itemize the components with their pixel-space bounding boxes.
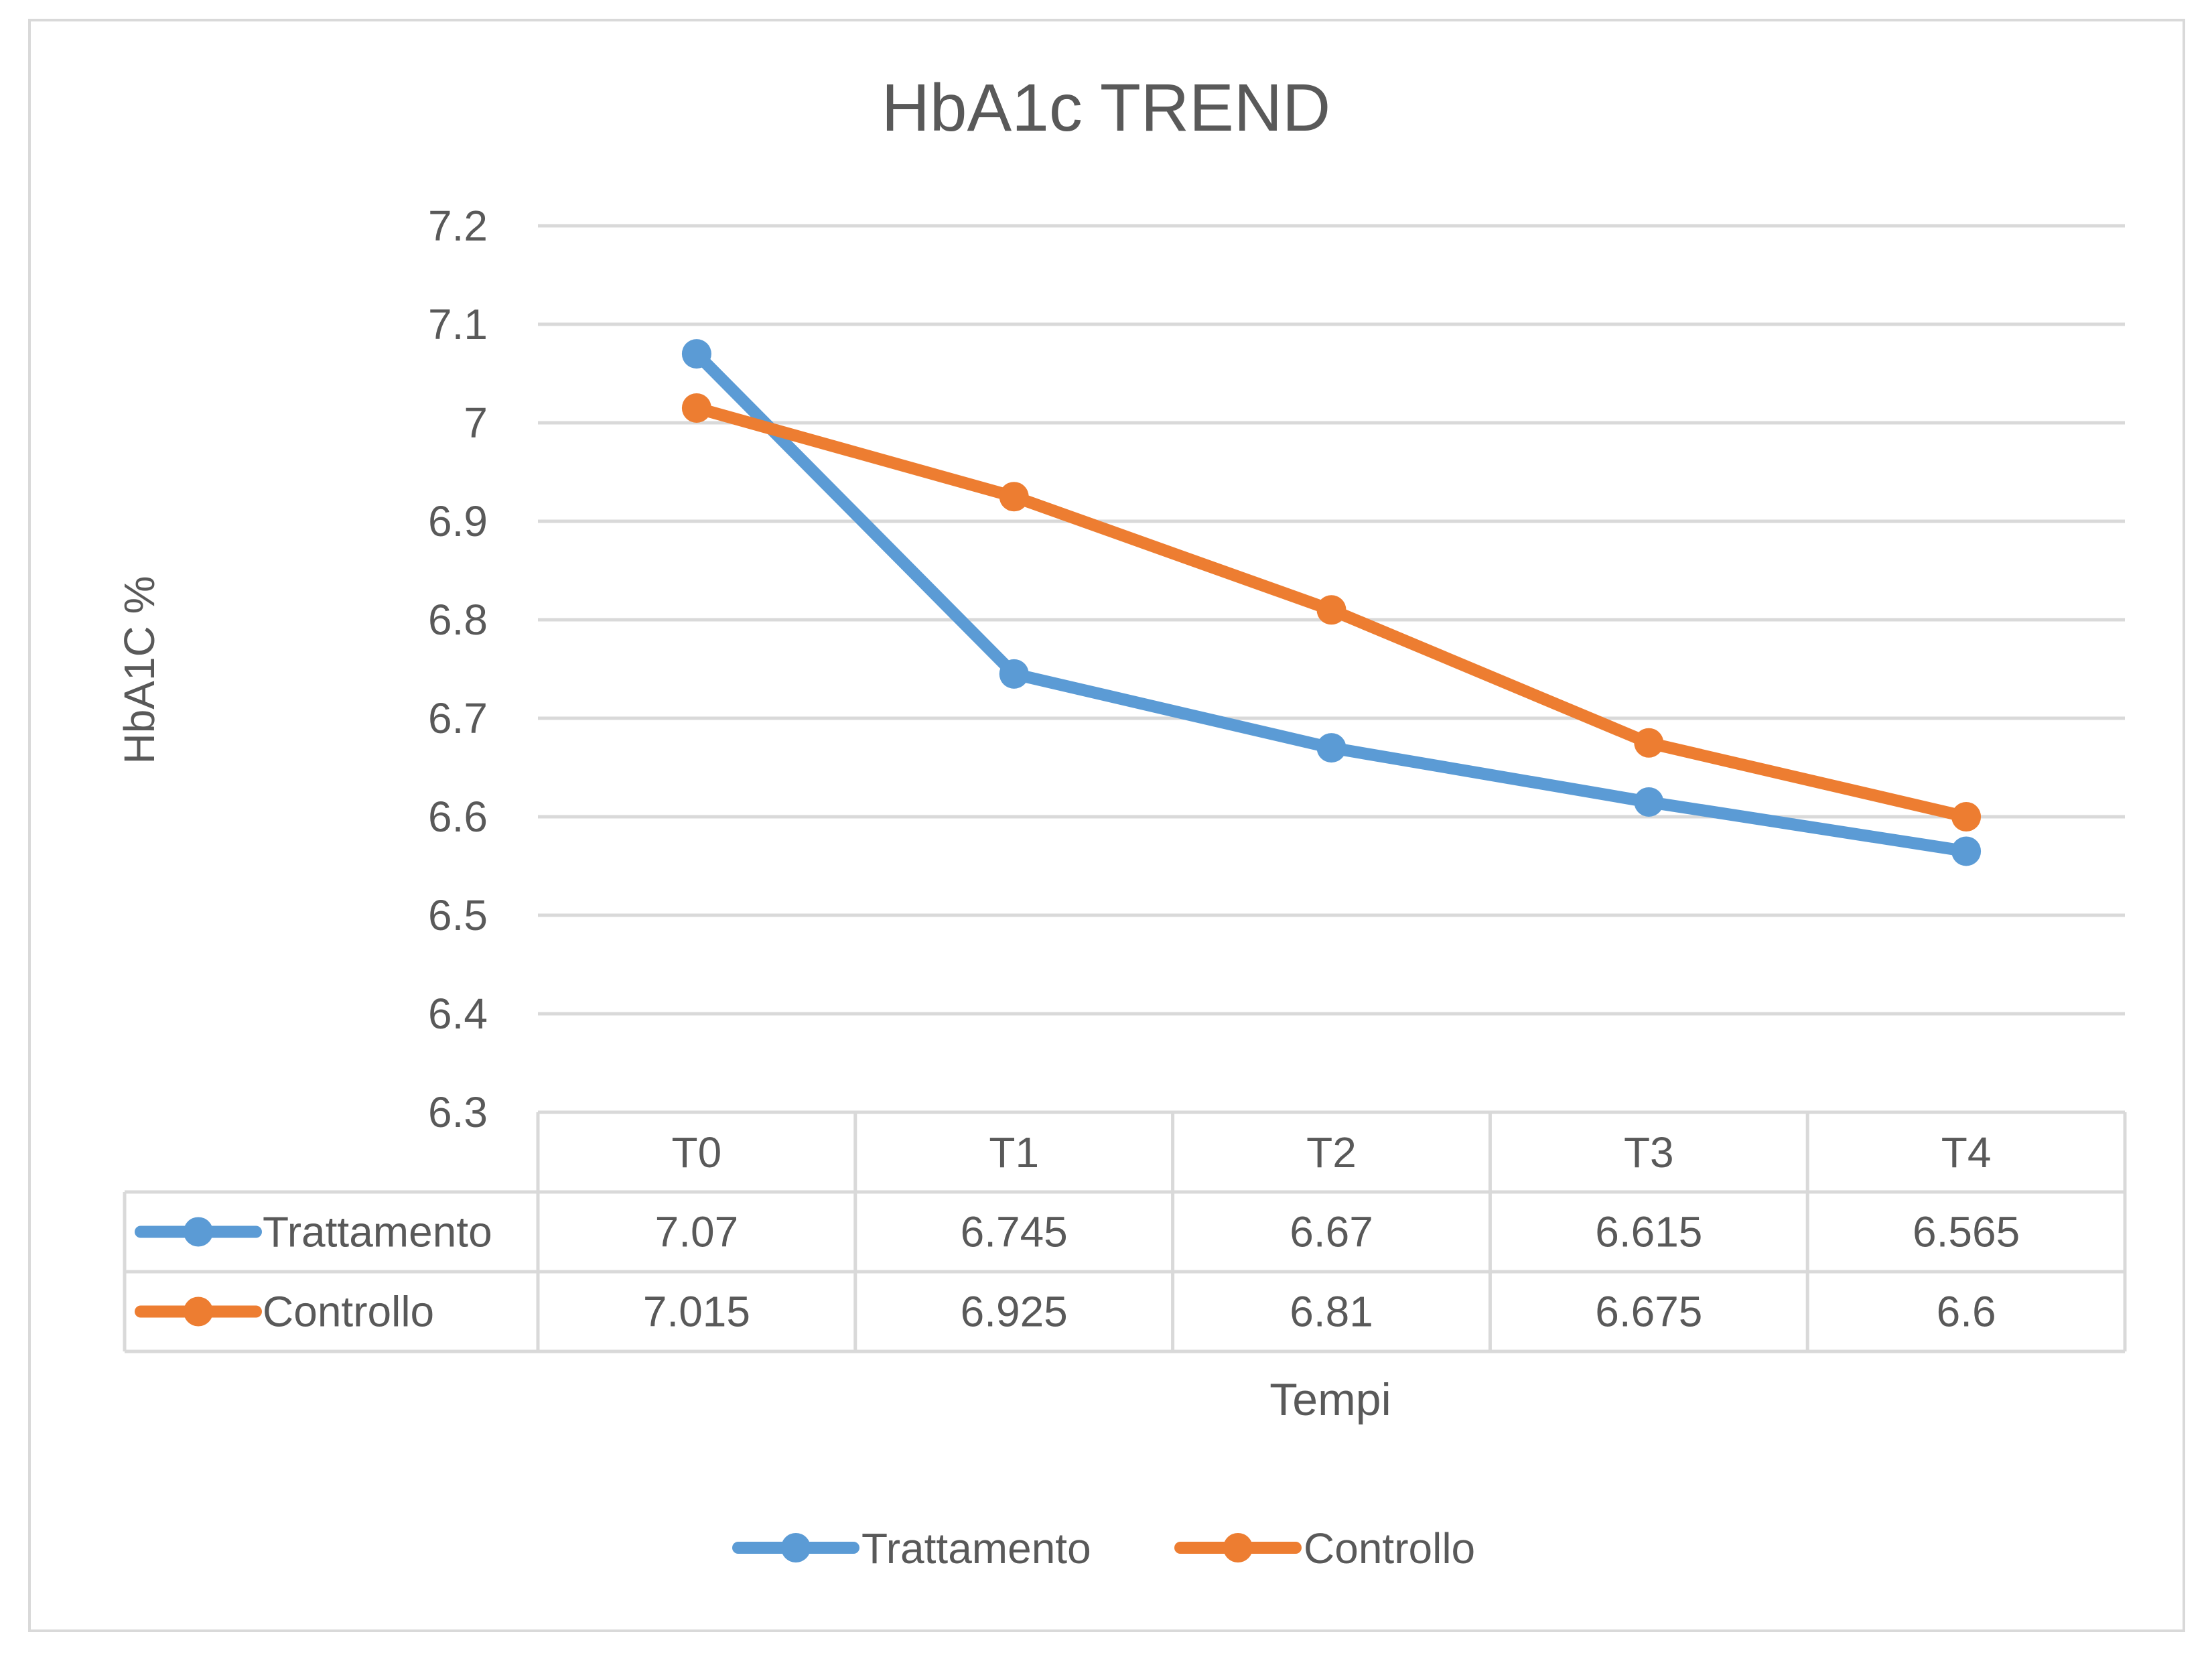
x-tick-label: T4 xyxy=(1941,1128,1992,1177)
table-cell-value: 6.925 xyxy=(961,1288,1068,1336)
y-tick-label: 6.9 xyxy=(428,497,488,545)
series-lines xyxy=(681,339,1982,866)
data-point xyxy=(1951,836,1982,866)
data-point xyxy=(1634,787,1664,817)
y-tick-label: 6.5 xyxy=(428,891,488,939)
y-tick-label: 6.6 xyxy=(428,793,488,841)
table-cell-value: 6.745 xyxy=(961,1208,1068,1256)
table-cell-value: 6.67 xyxy=(1290,1208,1373,1256)
x-axis-label: Tempi xyxy=(1269,1374,1391,1425)
table-cell-value: 6.675 xyxy=(1595,1288,1702,1336)
data-point xyxy=(1316,595,1346,625)
y-tick-label: 6.4 xyxy=(428,990,488,1038)
chart-title: HbA1c TREND xyxy=(882,70,1331,145)
table-cell-value: 6.6 xyxy=(1937,1288,1996,1336)
x-tick-label: T3 xyxy=(1624,1128,1674,1177)
table-cell-value: 7.015 xyxy=(643,1288,750,1336)
legend-label: Trattamento xyxy=(861,1524,1091,1573)
data-point xyxy=(1316,733,1346,763)
y-tick-labels: 7.2 7.1 7 6.9 6.8 6.7 6.6 6.5 6.4 6.3 xyxy=(428,202,488,1136)
legend-label: Controllo xyxy=(1304,1524,1475,1573)
y-tick-label: 6.7 xyxy=(428,694,488,742)
y-tick-label: 7.1 xyxy=(428,300,488,348)
y-tick-label: 6.8 xyxy=(428,596,488,644)
table-cell-value: 7.07 xyxy=(655,1208,739,1256)
legend-key-marker xyxy=(781,1533,811,1562)
data-point xyxy=(999,482,1029,512)
data-point xyxy=(1634,728,1664,758)
y-tick-label: 7.2 xyxy=(428,202,488,250)
data-point xyxy=(681,339,711,369)
data-table: T0 T1 T2 T3 T4 Trattamento 7.07 6.745 6.67 6.615 6… xyxy=(123,1110,2127,1353)
table-series-name: Trattamento xyxy=(263,1208,492,1256)
data-point xyxy=(999,659,1029,689)
table-cell-value: 6.81 xyxy=(1290,1288,1373,1336)
x-tick-label: T1 xyxy=(989,1128,1039,1177)
table-legend-key-marker xyxy=(184,1296,213,1327)
x-tick-label: T2 xyxy=(1306,1128,1357,1177)
legend: Trattamento Controllo xyxy=(732,1524,1475,1573)
table-series-name: Controllo xyxy=(263,1288,434,1336)
table-cell-value: 6.615 xyxy=(1595,1208,1702,1256)
table-cell-value: 6.565 xyxy=(1913,1208,2020,1256)
data-point xyxy=(681,393,711,423)
x-tick-label: T0 xyxy=(672,1128,722,1177)
y-tick-label: 7 xyxy=(464,399,488,447)
legend-key-marker xyxy=(1223,1533,1253,1562)
y-tick-label: 6.3 xyxy=(428,1088,488,1136)
chart-border xyxy=(28,19,2185,1632)
y-axis-label: HbA1C % xyxy=(115,576,163,764)
data-point xyxy=(1951,802,1982,831)
table-legend-key-marker xyxy=(184,1217,213,1247)
